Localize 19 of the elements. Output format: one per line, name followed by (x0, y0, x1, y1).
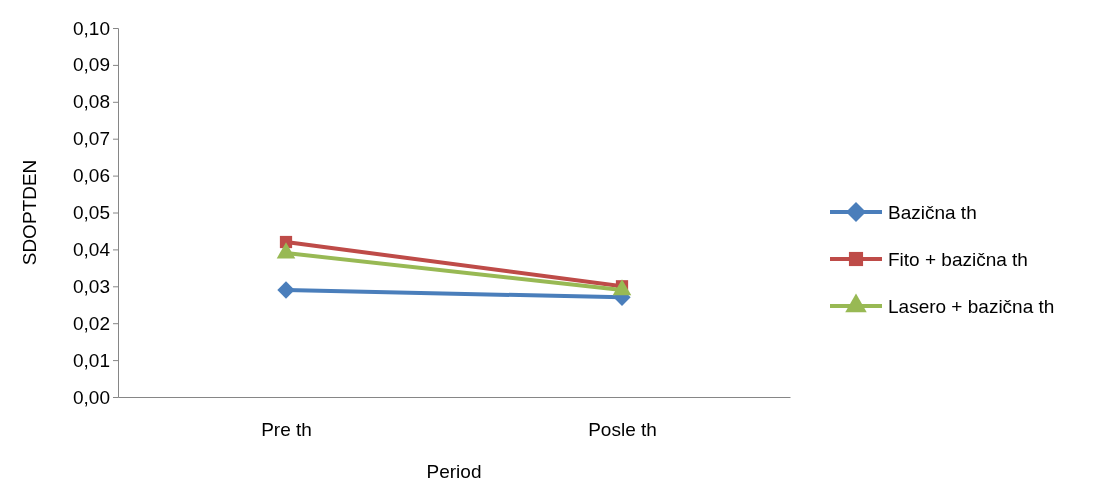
y-tick-label: 0,01 (73, 349, 110, 371)
y-axis-title: SDOPTDEN (19, 159, 40, 266)
y-tick-label: 0,10 (73, 17, 110, 39)
point (277, 281, 295, 299)
y-tick-label: 0,00 (73, 386, 110, 408)
y-tick-label: 0,07 (73, 128, 110, 150)
legend-label: Lasero + bazična th (888, 296, 1055, 317)
y-tick-label: 0,05 (73, 202, 110, 224)
y-tick-label: 0,06 (73, 165, 110, 187)
legend-label: Fito + bazična th (888, 249, 1028, 270)
y-tick-label: 0,03 (73, 275, 110, 297)
x-tick-label: Posle th (588, 419, 657, 441)
y-tick-label: 0,02 (73, 312, 110, 334)
legend-label: Bazična th (888, 202, 977, 223)
x-tick-label: Pre th (261, 419, 312, 441)
y-tick-label: 0,04 (73, 238, 111, 260)
x-axis-title: Period (426, 461, 482, 481)
y-tick-label: 0,08 (73, 91, 110, 113)
y-tick-label: 0,09 (73, 54, 110, 76)
